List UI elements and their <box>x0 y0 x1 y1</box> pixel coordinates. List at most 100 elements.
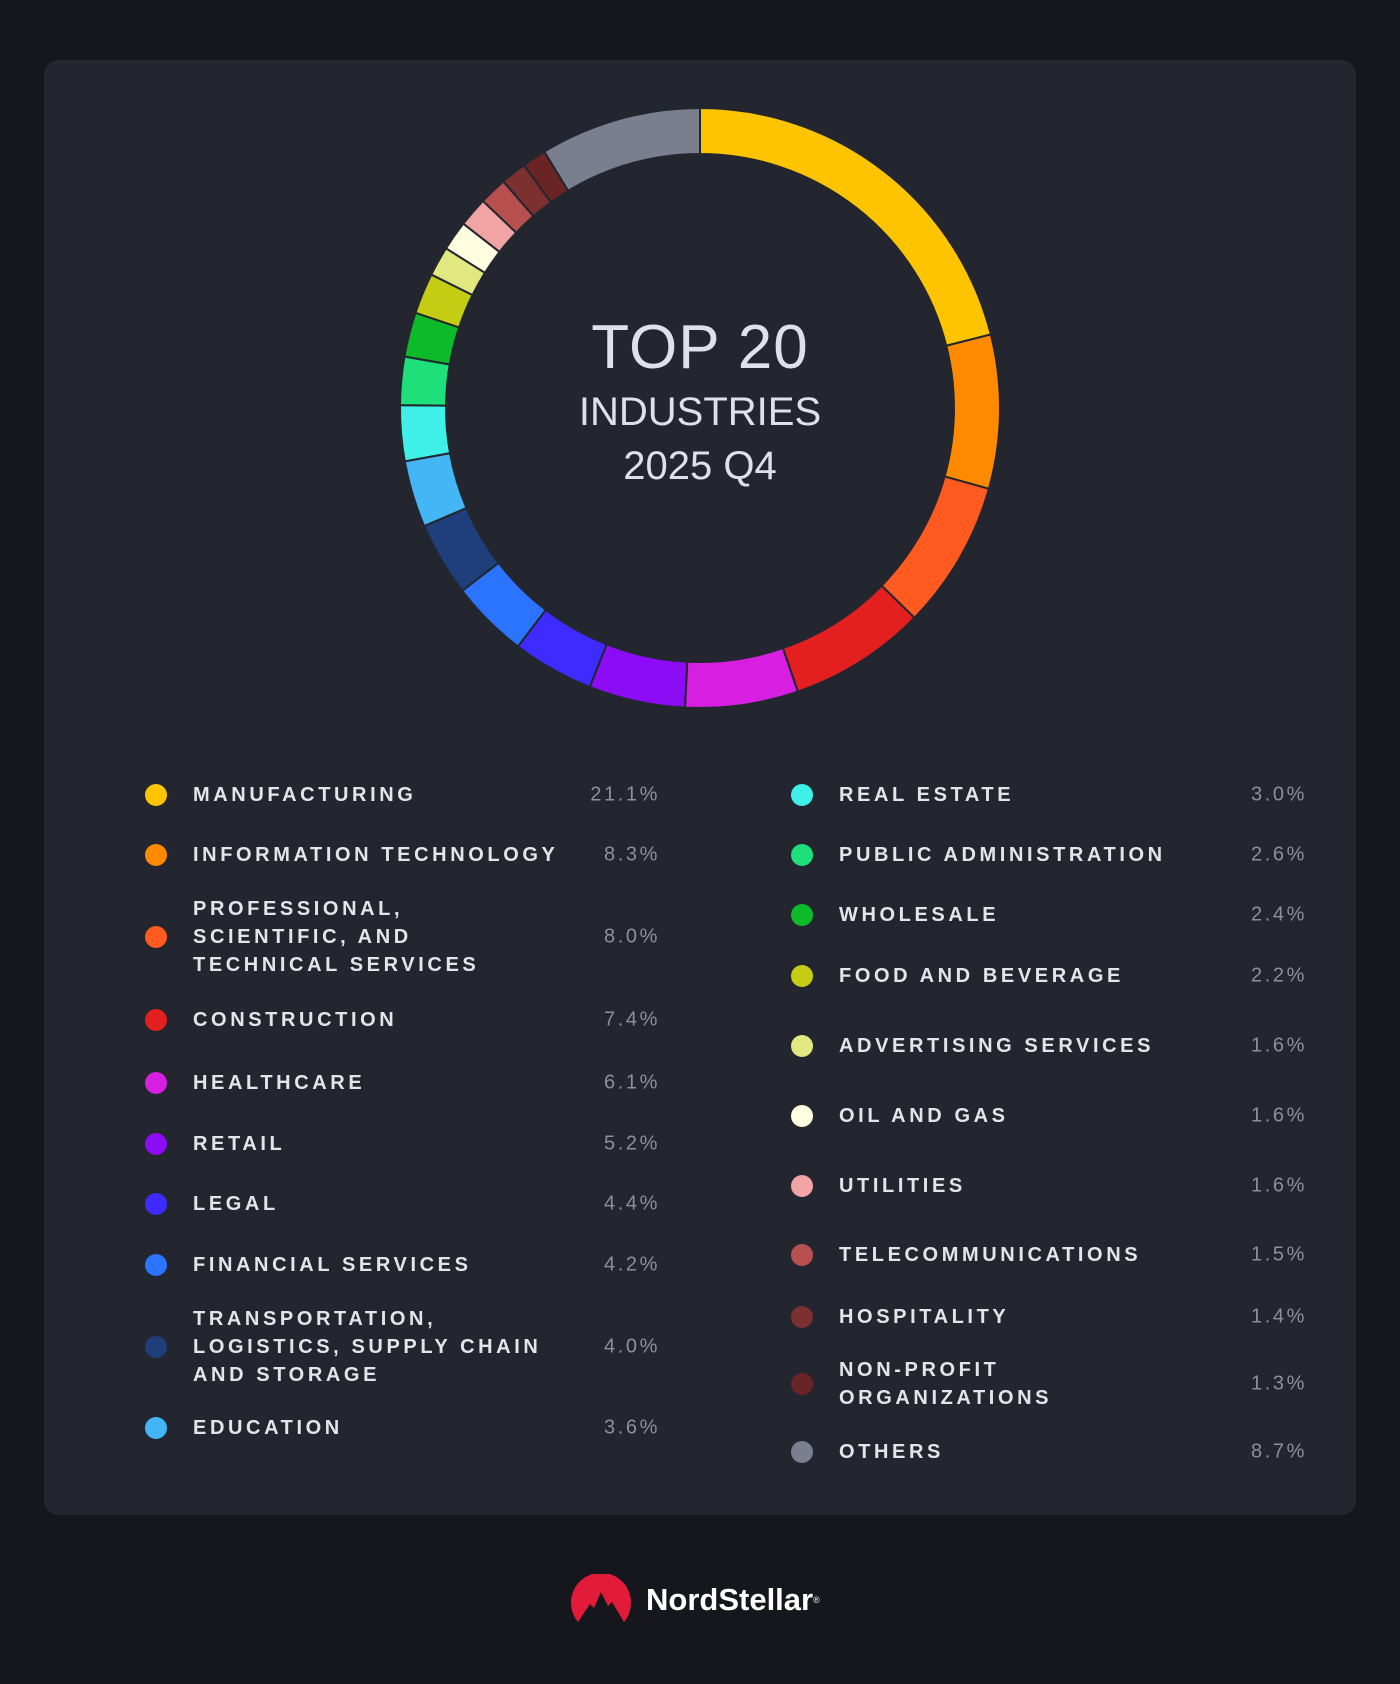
legend-label: ADVERTISING SERVICES <box>839 1035 1155 1057</box>
legend-label: TELECOMMUNICATIONS <box>839 1244 1142 1266</box>
legend-swatch <box>145 1133 167 1155</box>
data-label: 2.2% <box>1251 964 1307 987</box>
data-label: 8.3% <box>604 843 660 866</box>
legend-label: NON-PROFIT ORGANIZATIONS <box>839 1359 1053 1409</box>
legend-item: MANUFACTURING <box>145 781 416 809</box>
legend-swatch <box>791 1441 813 1463</box>
legend-swatch <box>145 844 167 866</box>
chart-title-line-3: 2025 Q4 <box>623 444 777 488</box>
legend-swatch <box>145 1254 167 1276</box>
legend-label: CONSTRUCTION <box>193 1009 398 1031</box>
legend-swatch <box>791 784 813 806</box>
legend-label: PUBLIC ADMINISTRATION <box>839 844 1166 866</box>
legend-item: HOSPITALITY <box>791 1303 1009 1331</box>
donut-segment-4 <box>683 646 800 709</box>
legend-label: EDUCATION <box>193 1417 343 1439</box>
legend-swatch <box>791 1373 813 1395</box>
data-label: 4.0% <box>604 1335 660 1358</box>
legend-label: PROFESSIONAL, SCIENTIFIC, AND TECHNICAL … <box>193 898 480 976</box>
legend-item: PUBLIC ADMINISTRATION <box>791 841 1166 869</box>
legend-item: OTHERS <box>791 1438 944 1466</box>
brand-name: NordStellar <box>646 1582 814 1617</box>
data-label: 2.4% <box>1251 903 1307 926</box>
data-label: 1.6% <box>1251 1174 1307 1197</box>
donut-segment-20 <box>542 106 701 193</box>
legend-swatch <box>791 1105 813 1127</box>
chart-title-line-1: TOP 20 <box>591 313 809 382</box>
legend-item: LEGAL <box>145 1190 279 1218</box>
chart-title-line-2: INDUSTRIES <box>578 390 822 434</box>
donut-segment-2 <box>880 475 991 620</box>
data-label: 7.4% <box>604 1008 660 1031</box>
legend-swatch <box>145 926 167 948</box>
legend-swatch <box>145 1009 167 1031</box>
legend-item: EDUCATION <box>145 1414 343 1442</box>
legend-label: FOOD AND BEVERAGE <box>839 965 1124 987</box>
legend-label: UTILITIES <box>839 1175 966 1197</box>
legend-swatch <box>791 1306 813 1328</box>
data-label: 6.1% <box>604 1071 660 1094</box>
data-label: 1.4% <box>1251 1305 1307 1328</box>
legend-item: FINANCIAL SERVICES <box>145 1251 472 1279</box>
legend-swatch <box>791 1244 813 1266</box>
legend-item: FOOD AND BEVERAGE <box>791 962 1124 990</box>
data-label: 1.6% <box>1251 1104 1307 1127</box>
legend-label: OTHERS <box>839 1441 944 1463</box>
legend-label: HEALTHCARE <box>193 1072 366 1094</box>
donut-segment-1 <box>943 333 1001 491</box>
donut-segment-0 <box>699 106 993 347</box>
data-label: 21.1% <box>590 783 660 806</box>
data-label: 8.0% <box>604 925 660 948</box>
data-label: 1.6% <box>1251 1034 1307 1057</box>
legend-item: ADVERTISING SERVICES <box>791 1032 1154 1060</box>
legend-swatch <box>145 784 167 806</box>
legend-swatch <box>791 844 813 866</box>
legend-item: RETAIL <box>145 1130 285 1158</box>
legend-swatch <box>145 1417 167 1439</box>
legend-swatch <box>791 904 813 926</box>
legend-label: WHOLESALE <box>839 904 1000 926</box>
legend-item: WHOLESALE <box>791 901 999 929</box>
donut-chart <box>399 106 1001 709</box>
legend-item: NON-PROFIT ORGANIZATIONS <box>791 1356 1052 1412</box>
legend-item: CONSTRUCTION <box>145 1006 397 1034</box>
legend-swatch <box>791 1175 813 1197</box>
data-label: 2.6% <box>1251 843 1307 866</box>
data-label: 8.7% <box>1251 1440 1307 1463</box>
legend-label: OIL AND GAS <box>839 1105 1009 1127</box>
legend-swatch <box>791 965 813 987</box>
legend-item: PROFESSIONAL, SCIENTIFIC, AND TECHNICAL … <box>145 895 479 979</box>
legend-swatch <box>145 1336 167 1358</box>
data-label: 1.3% <box>1251 1372 1307 1395</box>
data-label: 5.2% <box>604 1132 660 1155</box>
data-label: 3.0% <box>1251 783 1307 806</box>
data-label: 1.5% <box>1251 1243 1307 1266</box>
legend-item: OIL AND GAS <box>791 1102 1009 1130</box>
legend-label: REAL ESTATE <box>839 784 1015 806</box>
legend-item: REAL ESTATE <box>791 781 1014 809</box>
registered-mark: ® <box>813 1595 820 1605</box>
legend-item: HEALTHCARE <box>145 1069 365 1097</box>
legend-label: LEGAL <box>193 1193 279 1215</box>
legend-label: RETAIL <box>193 1133 286 1155</box>
donut-segment-10 <box>399 404 452 463</box>
legend-label: HOSPITALITY <box>839 1306 1010 1328</box>
legend-item: TELECOMMUNICATIONS <box>791 1241 1141 1269</box>
nordstellar-logo: NordStellar ® <box>570 1574 820 1626</box>
legend-item: TRANSPORTATION, LOGISTICS, SUPPLY CHAIN … <box>145 1305 541 1389</box>
data-label: 3.6% <box>604 1416 660 1439</box>
donut-segment-3 <box>781 584 916 693</box>
legend-swatch <box>145 1072 167 1094</box>
legend-label: TRANSPORTATION, LOGISTICS, SUPPLY CHAIN … <box>193 1308 542 1386</box>
data-label: 4.4% <box>604 1192 660 1215</box>
legend-item: INFORMATION TECHNOLOGY <box>145 841 558 869</box>
chart-card <box>44 60 1356 1515</box>
legend-label: FINANCIAL SERVICES <box>193 1254 472 1276</box>
legend-item: UTILITIES <box>791 1172 966 1200</box>
legend-label: INFORMATION TECHNOLOGY <box>193 844 559 866</box>
mountain-logo-icon <box>571 1574 631 1622</box>
legend-swatch <box>145 1193 167 1215</box>
data-label: 4.2% <box>604 1253 660 1276</box>
donut-segment-5 <box>588 642 689 709</box>
legend-swatch <box>791 1035 813 1057</box>
